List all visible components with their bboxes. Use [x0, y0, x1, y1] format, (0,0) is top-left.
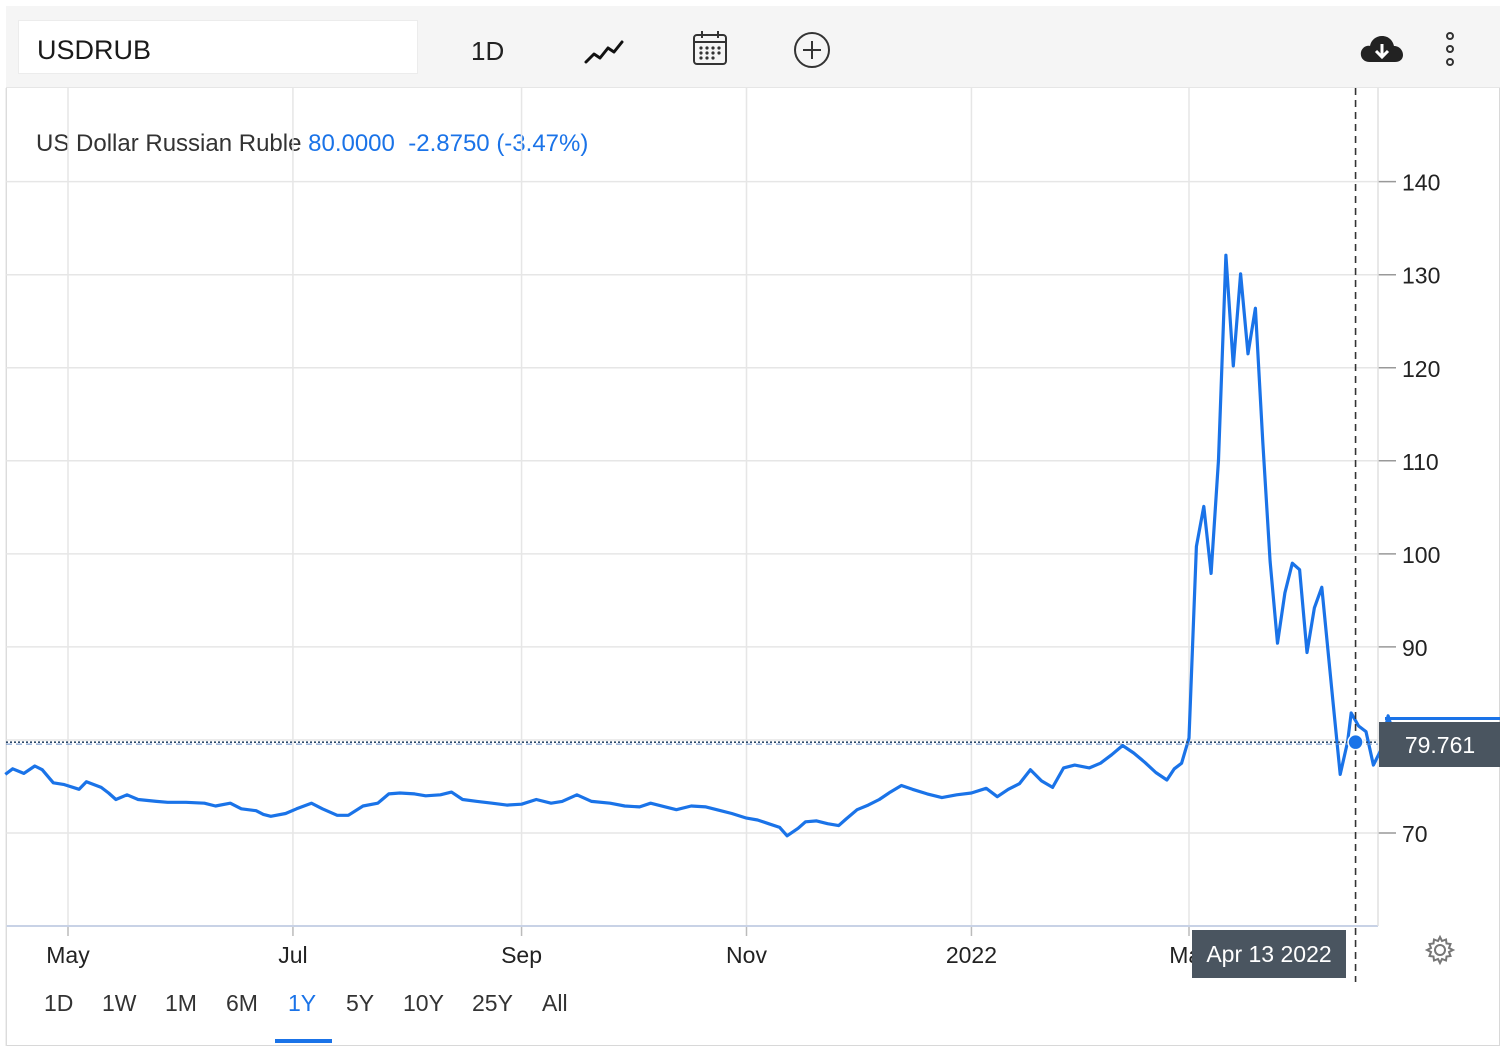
- chart-widget-frame: [6, 6, 1500, 1046]
- last-price: 80.0000: [308, 130, 395, 157]
- price-tag-accent: [1385, 717, 1500, 720]
- range-button-10y[interactable]: 10Y: [403, 990, 444, 1016]
- date-tag: [1192, 930, 1346, 978]
- y-tick-label: 140: [1402, 170, 1440, 196]
- line-chart-icon[interactable]: [580, 36, 626, 70]
- x-tick-label: Jul: [278, 942, 307, 968]
- x-tick-label: Sep: [501, 942, 542, 968]
- y-tick-label: 90: [1402, 635, 1428, 661]
- active-range-underline: [275, 1039, 332, 1043]
- range-button-5y[interactable]: 5Y: [346, 990, 375, 1016]
- y-tick-label: 110: [1402, 449, 1439, 475]
- chart-toolbar: USDRUB 1D: [6, 6, 1500, 88]
- y-tick-label: 70: [1402, 821, 1428, 847]
- price-series-line: [4, 253, 1398, 838]
- y-tick-label: 120: [1402, 356, 1440, 382]
- symbol-search-input[interactable]: USDRUB: [18, 20, 418, 74]
- gear-icon[interactable]: [1424, 934, 1456, 966]
- range-button-6m[interactable]: 6M: [226, 990, 258, 1016]
- symbol-text: USDRUB: [37, 35, 152, 65]
- range-button-1y[interactable]: 1Y: [288, 990, 317, 1016]
- x-tick-label: 2022: [946, 942, 997, 968]
- chart-legend: US Dollar Russian Ruble 80.0000 -2.8750 …: [36, 130, 588, 158]
- calendar-icon[interactable]: [690, 28, 730, 68]
- range-button-all[interactable]: All: [542, 990, 568, 1016]
- price-change: -2.8750: [408, 130, 490, 157]
- x-tick-label: Nov: [726, 942, 767, 968]
- crosshair-point-marker: [1347, 733, 1364, 751]
- plus-circle-icon[interactable]: [792, 30, 832, 70]
- range-button-1d[interactable]: 1D: [44, 990, 74, 1016]
- price-tag: [1379, 722, 1500, 767]
- more-vertical-icon[interactable]: [1442, 28, 1458, 72]
- y-tick-label: 130: [1402, 263, 1440, 289]
- range-button-25y[interactable]: 25Y: [472, 990, 513, 1016]
- range-button-1w[interactable]: 1W: [102, 990, 137, 1016]
- crosshair-date-label: Apr 13 2022: [1206, 941, 1331, 967]
- cloud-download-icon[interactable]: [1358, 32, 1406, 68]
- y-tick-label: 100: [1402, 542, 1440, 568]
- interval-button[interactable]: 1D: [471, 36, 505, 66]
- price-change-percent: (-3.47%): [496, 130, 589, 157]
- crosshair-price-label: 79.761: [1405, 732, 1475, 758]
- instrument-name: US Dollar Russian Ruble: [36, 130, 302, 157]
- range-button-1m[interactable]: 1M: [165, 990, 197, 1016]
- x-tick-label: May: [46, 942, 90, 968]
